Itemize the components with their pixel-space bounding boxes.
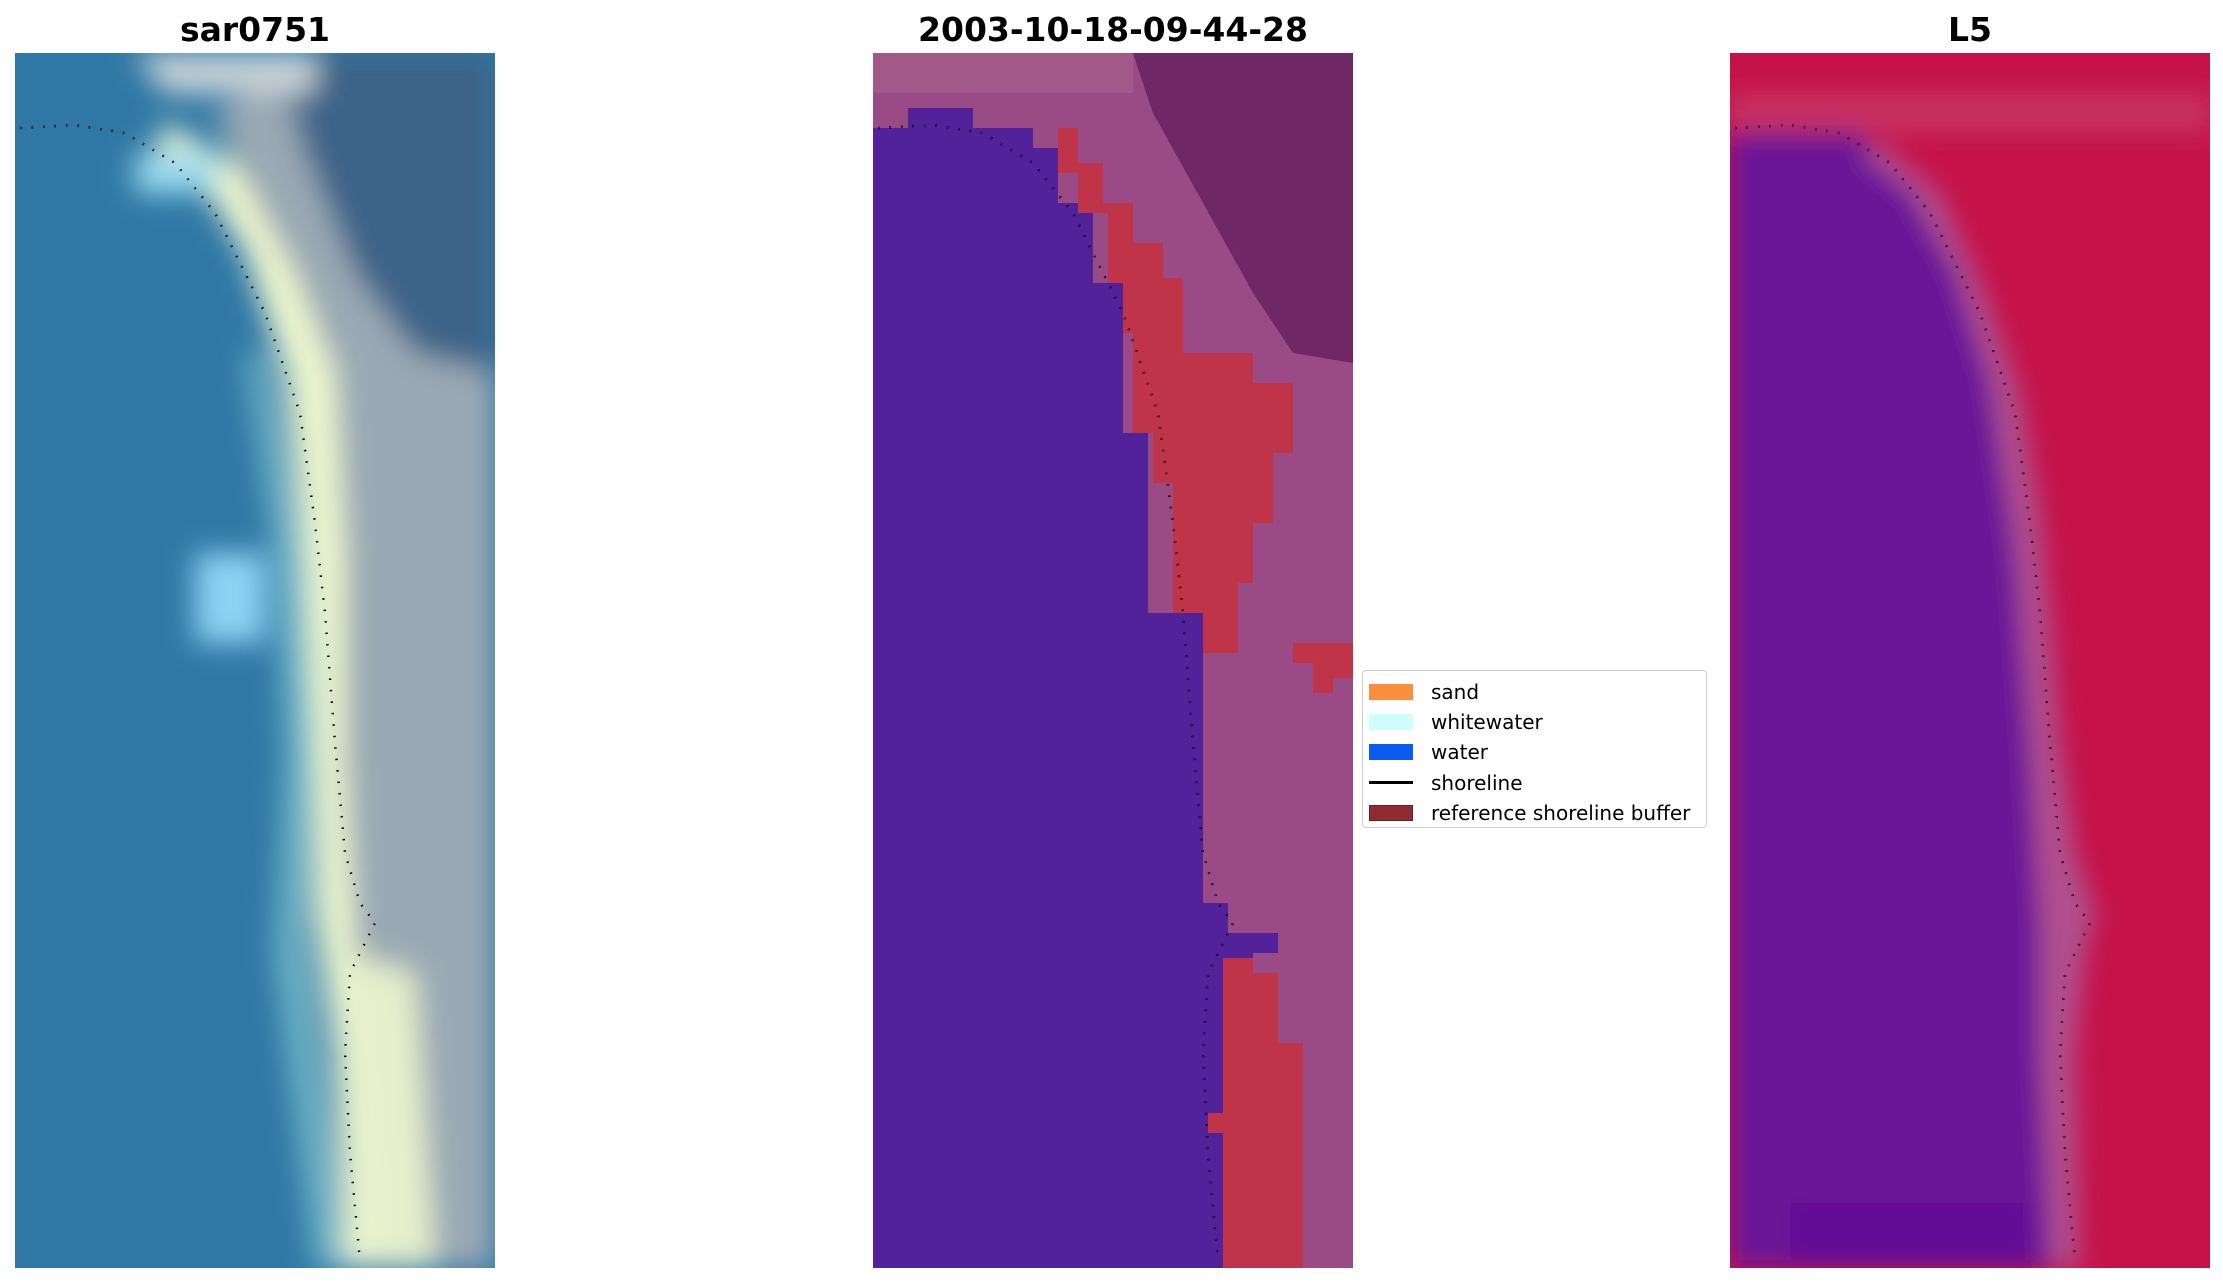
whitewater-swatch bbox=[1369, 714, 1413, 731]
panel-title-classified: 2003-10-18-09-44-28 bbox=[918, 10, 1308, 49]
legend-label: shoreline bbox=[1431, 770, 1523, 795]
legend: sand whitewater water shoreline referenc… bbox=[1362, 670, 1707, 828]
nir-image-panel bbox=[1730, 53, 2210, 1268]
water-swatch bbox=[1369, 744, 1413, 761]
rgb-image-panel bbox=[15, 53, 495, 1268]
legend-item-whitewater: whitewater bbox=[1369, 707, 1706, 737]
shoreline-swatch bbox=[1369, 781, 1413, 785]
classified-image-panel bbox=[873, 53, 1353, 1268]
legend-item-buffer: reference shoreline buffer bbox=[1369, 798, 1706, 828]
legend-label: whitewater bbox=[1431, 710, 1543, 735]
rgb-image bbox=[15, 53, 495, 1268]
buffer-swatch bbox=[1369, 804, 1413, 821]
legend-label: sand bbox=[1431, 680, 1480, 705]
legend-item-water: water bbox=[1369, 737, 1706, 767]
classified-image bbox=[873, 53, 1353, 1268]
nir-image bbox=[1730, 53, 2210, 1268]
panel-title-nir: L5 bbox=[1948, 10, 1992, 49]
legend-label: water bbox=[1431, 740, 1488, 765]
legend-item-shoreline: shoreline bbox=[1369, 768, 1706, 798]
panel-title-rgb: sar0751 bbox=[179, 10, 331, 49]
sand-swatch bbox=[1369, 684, 1413, 701]
legend-label: reference shoreline buffer bbox=[1431, 800, 1691, 825]
legend-item-sand: sand bbox=[1369, 677, 1706, 707]
